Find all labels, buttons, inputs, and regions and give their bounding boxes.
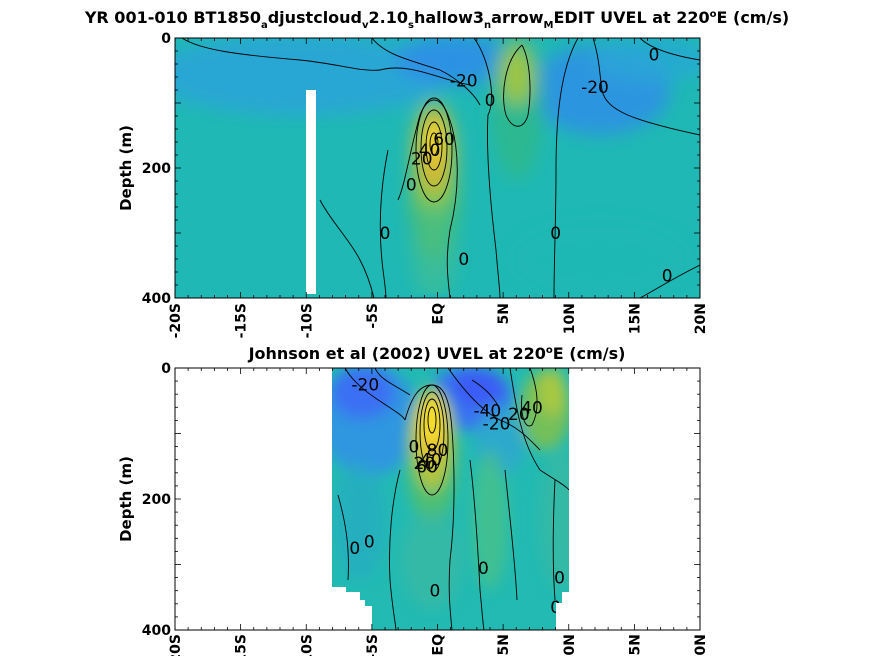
y-tick-label: 0 <box>161 31 171 47</box>
y-tick-label: 0 <box>161 361 171 377</box>
title-part: E (cm/s) <box>717 8 790 27</box>
contour-label: 0 <box>349 539 360 559</box>
title-part: YR 001-010 BT1850 <box>84 8 261 27</box>
contour-label: 60 <box>416 457 438 477</box>
x-tick-label: 10N <box>562 303 578 334</box>
title-part: E (cm/s) <box>553 344 626 363</box>
x-tick-label: -15S <box>234 634 250 656</box>
bottom-chart-title: Johnson et al (2002) UVEL at 220oE (cm/s… <box>248 344 626 363</box>
title-part: hallow3 <box>414 8 484 27</box>
title-part: EDIT UVEL at 220 <box>553 8 709 27</box>
x-tick-label: 20N <box>693 303 709 334</box>
contour-label: 80 <box>427 441 449 461</box>
top-ylabel: Depth (m) <box>117 125 135 211</box>
y-tick-label: 200 <box>142 492 171 508</box>
y-tick-label: 400 <box>142 623 171 639</box>
top-contour-lines <box>181 38 700 298</box>
x-tick-label: 5N <box>496 634 512 655</box>
x-tick-label: 10N <box>562 634 578 656</box>
x-tick-label: -20S <box>168 303 184 338</box>
title-part: o <box>710 9 717 20</box>
bottom-panel: Johnson et al (2002) UVEL at 220oE (cm/s… <box>117 344 709 660</box>
contour-label: -20 <box>581 78 609 98</box>
title-part: djustcloud <box>268 8 362 27</box>
contour-label: 20 <box>411 149 433 169</box>
y-tick-label: 200 <box>142 161 171 177</box>
contour-label: -20 <box>450 71 478 91</box>
contour-label: 0 <box>429 582 440 602</box>
title-part: n <box>484 20 491 31</box>
contour-label: 0 <box>406 175 417 195</box>
x-tick-label: -5S <box>365 634 381 656</box>
contour-label: -20 <box>483 415 511 435</box>
contour-label: 0 <box>649 45 660 65</box>
x-tick-label: 15N <box>627 634 643 656</box>
x-tick-label: -20S <box>168 634 184 656</box>
contour-label: 40 <box>419 141 441 161</box>
y-tick-label: 400 <box>142 291 171 307</box>
title-part: Johnson et al (2002) UVEL at 220 <box>248 344 546 363</box>
contour-label: 20 <box>414 454 436 474</box>
contour-label: 0 <box>485 91 496 111</box>
contour-label: 0 <box>380 224 391 244</box>
x-tick-label: -5S <box>365 303 381 329</box>
top-panel: YR 001-010 BT1850adjustcloudv2.10shallow… <box>84 8 789 338</box>
x-tick-label: 20N <box>693 634 709 656</box>
contour-label: 0 <box>458 250 469 270</box>
contour-label: 0 <box>364 533 375 553</box>
bottom-ylabel: Depth (m) <box>117 456 135 542</box>
title-part: o <box>546 345 553 356</box>
title-part: M <box>544 20 554 31</box>
contour-label: 0 <box>478 559 489 579</box>
title-part: a <box>261 20 268 31</box>
contour-label: 0 <box>408 438 419 458</box>
x-tick-label: EQ <box>431 634 447 656</box>
x-tick-label: -15S <box>234 303 250 338</box>
title-part: arrow <box>491 8 544 27</box>
top-masked-region <box>306 90 316 298</box>
bottom-contour-lines <box>337 368 569 630</box>
contour-label: 0 <box>554 569 565 589</box>
contour-label: 0 <box>550 598 561 618</box>
contour-label: -40 <box>473 402 501 422</box>
x-tick-label: -10S <box>299 303 315 338</box>
title-part: 2.10 <box>369 8 408 27</box>
x-tick-label: EQ <box>431 303 447 325</box>
title-part: s <box>408 20 414 31</box>
x-tick-label: 15N <box>627 303 643 334</box>
contour-label: -20 <box>351 375 379 395</box>
top-chart-title: YR 001-010 BT1850adjustcloudv2.10shallow… <box>84 8 789 31</box>
x-tick-label: -10S <box>299 634 315 656</box>
contour-label: 0 <box>662 266 673 286</box>
contour-label: 0 <box>550 224 561 244</box>
contour-label: 40 <box>521 398 543 418</box>
contour-label: 60 <box>433 130 455 150</box>
x-tick-label: 5N <box>496 303 512 324</box>
contour-label: 40 <box>420 451 442 471</box>
contour-label: 20 <box>508 405 530 425</box>
title-part: v <box>362 20 369 31</box>
